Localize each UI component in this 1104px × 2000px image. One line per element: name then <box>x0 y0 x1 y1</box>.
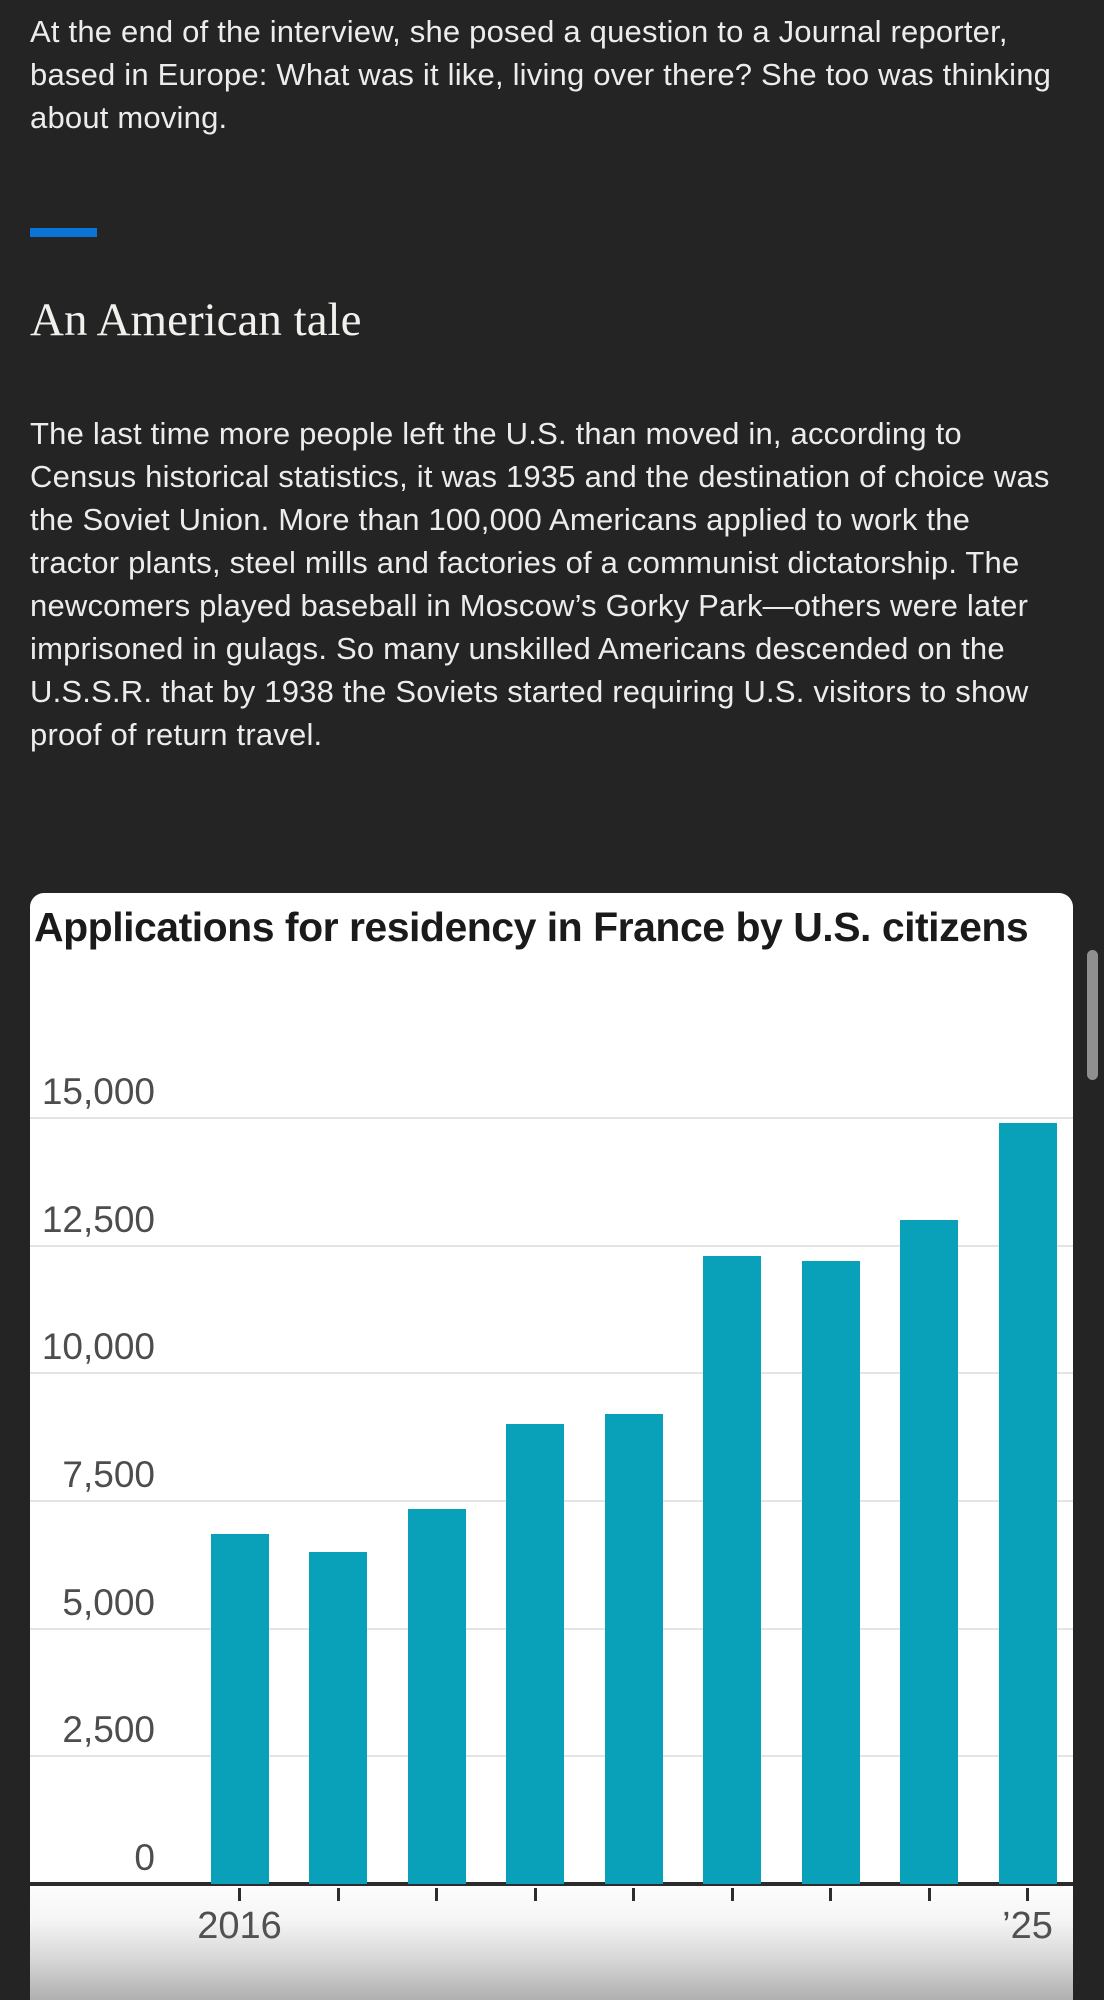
x-axis-tick-mark <box>533 1888 537 1901</box>
y-axis-tick-label: 0 <box>134 1837 155 1878</box>
y-axis-tick-label: 7,500 <box>62 1454 155 1495</box>
chart-plot-area: 15,000 12,500 10,000 7,500 5,000 2,500 0 2016 ’2… <box>30 893 1073 2000</box>
x-axis-label-last: ’25 <box>1002 1905 1053 1947</box>
y-axis-tick-label: 15,000 <box>41 1071 155 1112</box>
chart-bar <box>900 1220 958 1884</box>
chart-bar <box>309 1552 367 1884</box>
y-axis-tick-label: 2,500 <box>62 1709 155 1751</box>
chart-bar <box>604 1414 663 1884</box>
chart-bar <box>506 1424 564 1884</box>
section-heading: An American tale <box>30 294 362 346</box>
y-axis-tick-label: 5,000 <box>62 1581 155 1623</box>
chart-card: Applications for residency in France by … <box>30 893 1073 2000</box>
y-axis-tick-label: 10,000 <box>41 1326 155 1368</box>
article-paragraph-2: The last time more people left the U.S. … <box>30 416 1050 752</box>
x-axis-tick-mark <box>632 1888 635 1901</box>
chart-gridline <box>30 1372 1073 1375</box>
x-axis-tick-mark <box>336 1888 340 1901</box>
chart-bar <box>998 1123 1057 1884</box>
y-axis-tick-label: 12,500 <box>41 1198 155 1240</box>
x-axis-label-first: 2016 <box>197 1905 282 1947</box>
chart-bar <box>210 1534 269 1884</box>
section-accent-bar <box>30 228 97 237</box>
x-axis-tick-mark <box>730 1888 734 1901</box>
chart-gridline <box>30 1117 1073 1119</box>
chart-bar <box>407 1509 466 1884</box>
x-axis-tick-mark <box>927 1888 931 1901</box>
chart-gridline <box>30 1244 1073 1247</box>
x-axis-tick-mark <box>435 1888 438 1901</box>
chart-bar <box>703 1256 761 1884</box>
x-axis-tick-mark <box>1026 1888 1029 1901</box>
x-axis-tick-mark <box>238 1888 241 1901</box>
x-axis-tick-mark <box>829 1888 832 1901</box>
article-paragraph-1: At the end of the interview, she posed a… <box>30 14 1052 135</box>
chart-bar <box>801 1261 860 1884</box>
scrollbar-thumb[interactable] <box>1087 950 1098 1080</box>
chart-title: Applications for residency in France by … <box>34 904 1029 950</box>
